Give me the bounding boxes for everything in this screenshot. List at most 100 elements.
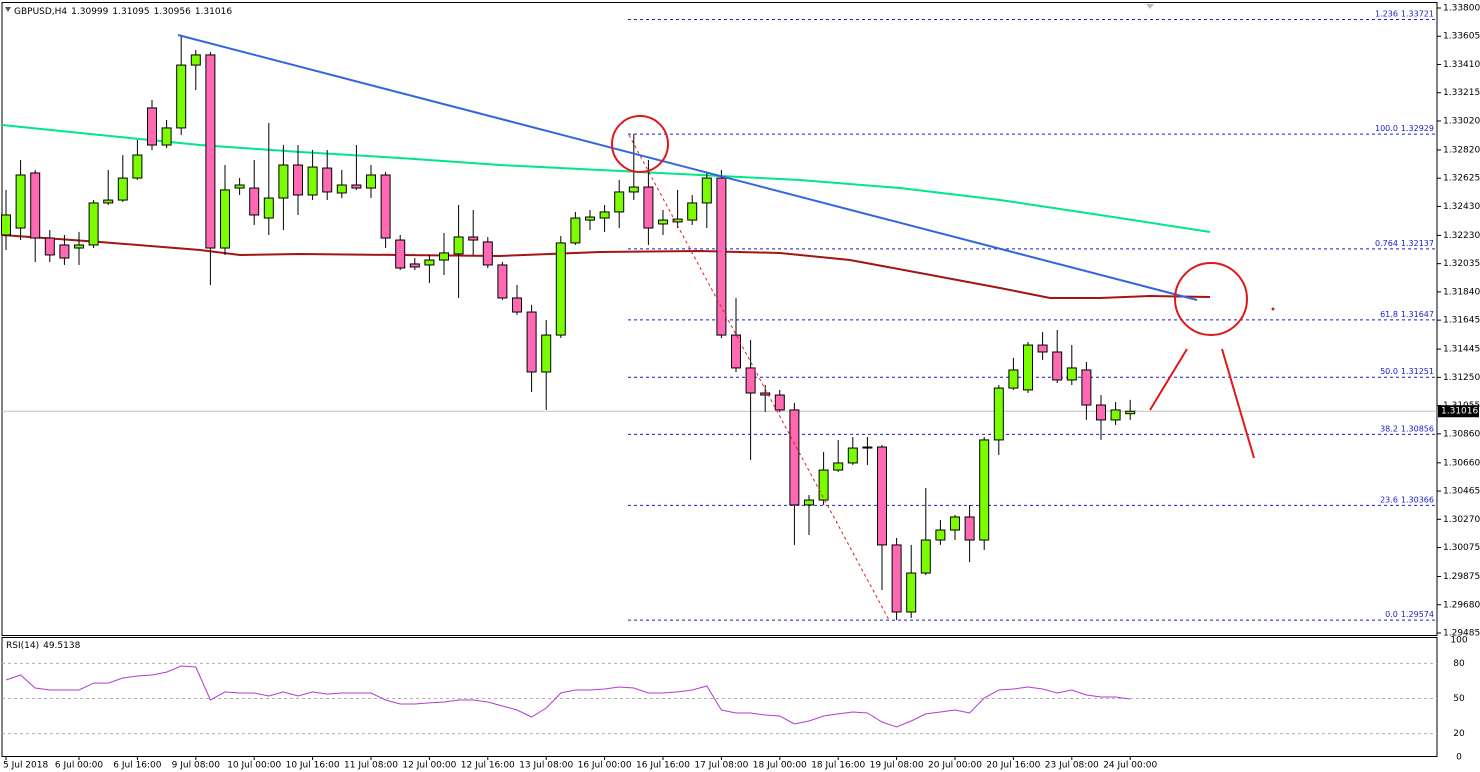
candle-body (979, 439, 990, 541)
y-tick-label: 1.32820 (1443, 145, 1480, 155)
moving-average-fast (1, 124, 1211, 233)
candle-body (701, 177, 712, 204)
main-panel (1, 2, 1438, 636)
x-tick-label: 12 Jul 16:00 (461, 761, 515, 771)
fib-price: 1.33721 (1401, 9, 1434, 18)
candle-body (322, 167, 333, 193)
shift-marker (1146, 4, 1154, 9)
low-value: 1.30956 (154, 7, 191, 17)
candle-body (249, 187, 260, 216)
candle-body (847, 447, 858, 464)
fib-ratio: 23.6 (1380, 495, 1398, 504)
rsi-tick-label: 100 (1450, 636, 1467, 646)
candle-body (190, 54, 201, 66)
candle-body (439, 252, 449, 261)
candle-body (336, 184, 347, 194)
candle-body (220, 189, 230, 249)
candle-body (482, 241, 493, 266)
candle-body (628, 186, 639, 193)
candle-body (395, 239, 406, 269)
fib-price: 1.32929 (1401, 124, 1434, 133)
fib-price: 1.30856 (1401, 424, 1434, 433)
candle-body (44, 237, 55, 256)
candle-body (570, 217, 581, 244)
fib-label: 0.0 1.29574 (1385, 610, 1434, 619)
candle-body (1037, 344, 1048, 353)
candle-body (132, 154, 143, 179)
candle-body (789, 409, 800, 506)
candle-body (526, 311, 537, 373)
x-tick-label: 18 Jul 16:00 (811, 761, 865, 771)
moving-average-slow (1, 234, 1211, 299)
candle-body (307, 166, 318, 196)
candle-body (731, 334, 741, 369)
marker-dot (1271, 307, 1275, 311)
candle-body (74, 244, 84, 249)
fib-label: 100.0 1.32929 (1375, 124, 1434, 133)
y-tick-label: 1.32430 (1443, 202, 1480, 212)
candle-body (614, 191, 625, 213)
candle-body (745, 367, 756, 394)
y-tick-label: 1.31445 (1443, 345, 1480, 355)
rsi-tick-label: 0 (1456, 753, 1462, 763)
y-tick-label: 1.32230 (1443, 231, 1480, 241)
candle-body (205, 54, 216, 249)
x-tick-label: 5 Jul 2018 (3, 761, 48, 771)
candle-body (862, 446, 873, 449)
chart-header: GBPUSD,H4 1.30999 1.31095 1.30956 1.31016 (14, 7, 232, 17)
fib-ratio: 1.236 (1375, 9, 1398, 18)
y-tick-label: 1.33605 (1443, 32, 1480, 42)
trendline (177, 34, 1198, 301)
fib-ratio: 100.0 (1375, 124, 1398, 133)
candle-body (59, 244, 70, 259)
candle-body (1, 214, 11, 236)
fib-price: 1.32137 (1401, 238, 1434, 247)
open-value: 1.30999 (71, 7, 108, 17)
candle-body (804, 499, 814, 506)
candle-body (950, 516, 960, 531)
candle-body (88, 202, 99, 246)
x-tick-label: 10 Jul 16:00 (286, 761, 340, 771)
candle-body (176, 64, 187, 129)
high-value: 1.31095 (112, 7, 149, 17)
x-tick-label: 10 Jul 00:00 (227, 761, 281, 771)
y-tick-label: 1.32035 (1443, 259, 1480, 269)
candle-body (161, 127, 172, 146)
current-price-label: 1.31016 (1441, 407, 1478, 417)
y-tick-label: 1.31250 (1443, 373, 1480, 383)
candle-body (555, 242, 566, 336)
rsi-title: RSI(14) (6, 641, 39, 651)
candle-body (585, 216, 595, 221)
x-tick-label: 23 Jul 08:00 (1045, 761, 1099, 771)
y-tick-label: 1.33020 (1443, 116, 1480, 126)
candle-body (380, 174, 391, 239)
fib-label: 38.2 1.30856 (1380, 424, 1434, 433)
fib-label: 0.764 1.32137 (1375, 238, 1434, 247)
x-tick-label: 16 Jul 00:00 (578, 761, 632, 771)
candle-body (687, 202, 698, 221)
x-tick-label: 17 Jul 08:00 (694, 761, 748, 771)
candle-body (103, 199, 114, 204)
candle-body (234, 184, 245, 189)
x-tick-label: 9 Jul 08:00 (172, 761, 221, 771)
x-tick-label: 6 Jul 00:00 (55, 761, 104, 771)
y-tick-label: 1.31840 (1443, 287, 1480, 297)
candle-body (935, 529, 946, 541)
fib-label: 61.8 1.31647 (1380, 309, 1434, 318)
candle-body (366, 174, 376, 189)
fib-label: 23.6 1.30366 (1380, 495, 1434, 504)
fib-price: 1.31251 (1401, 367, 1434, 376)
highlight-circle (1174, 262, 1248, 336)
fib-ratio: 0.0 (1385, 610, 1398, 619)
candle-body (541, 334, 552, 373)
candle-body (1125, 410, 1136, 415)
projection-line (1149, 348, 1188, 411)
candle-body (30, 172, 41, 239)
candle-body (147, 107, 157, 146)
candle-body (920, 539, 931, 574)
y-tick-label: 1.31645 (1443, 316, 1480, 326)
y-tick-label: 1.29875 (1443, 572, 1480, 582)
candle-body (453, 236, 464, 255)
